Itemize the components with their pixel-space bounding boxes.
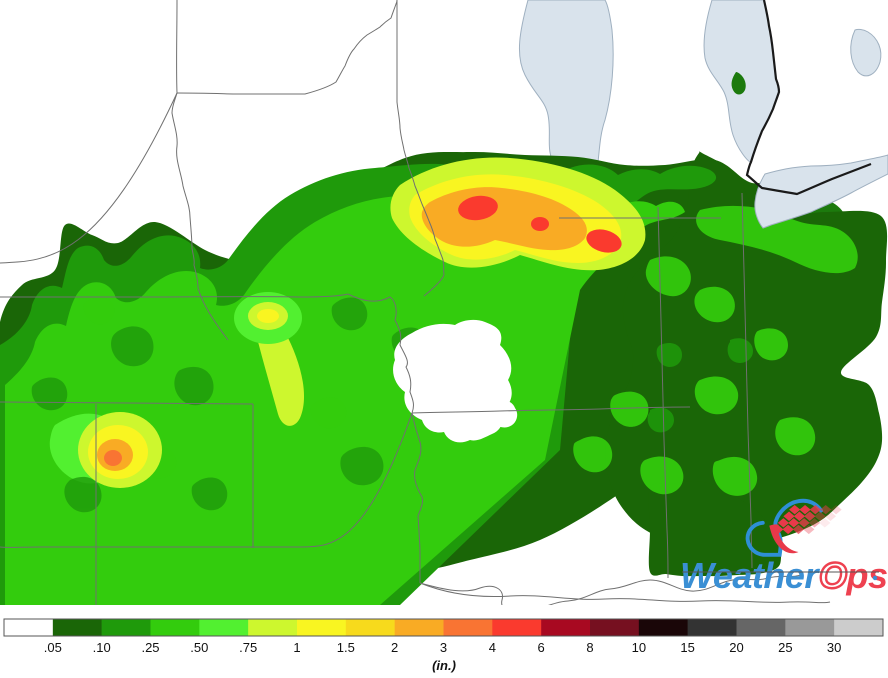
svg-text:20: 20 (729, 640, 743, 655)
svg-text:15: 15 (680, 640, 694, 655)
svg-text:6: 6 (538, 640, 545, 655)
svg-text:25: 25 (778, 640, 792, 655)
svg-text:.25: .25 (141, 640, 159, 655)
svg-text:4: 4 (489, 640, 496, 655)
svg-text:.05: .05 (44, 640, 62, 655)
svg-text:.50: .50 (190, 640, 208, 655)
svg-text:3: 3 (440, 640, 447, 655)
svg-text:1.5: 1.5 (337, 640, 355, 655)
svg-text:.10: .10 (93, 640, 111, 655)
svg-text:.75: .75 (239, 640, 257, 655)
svg-text:(in.): (in.) (432, 658, 456, 673)
svg-text:10: 10 (632, 640, 646, 655)
svg-text:1: 1 (293, 640, 300, 655)
svg-text:2: 2 (391, 640, 398, 655)
svg-text:8: 8 (586, 640, 593, 655)
svg-text:30: 30 (827, 640, 841, 655)
